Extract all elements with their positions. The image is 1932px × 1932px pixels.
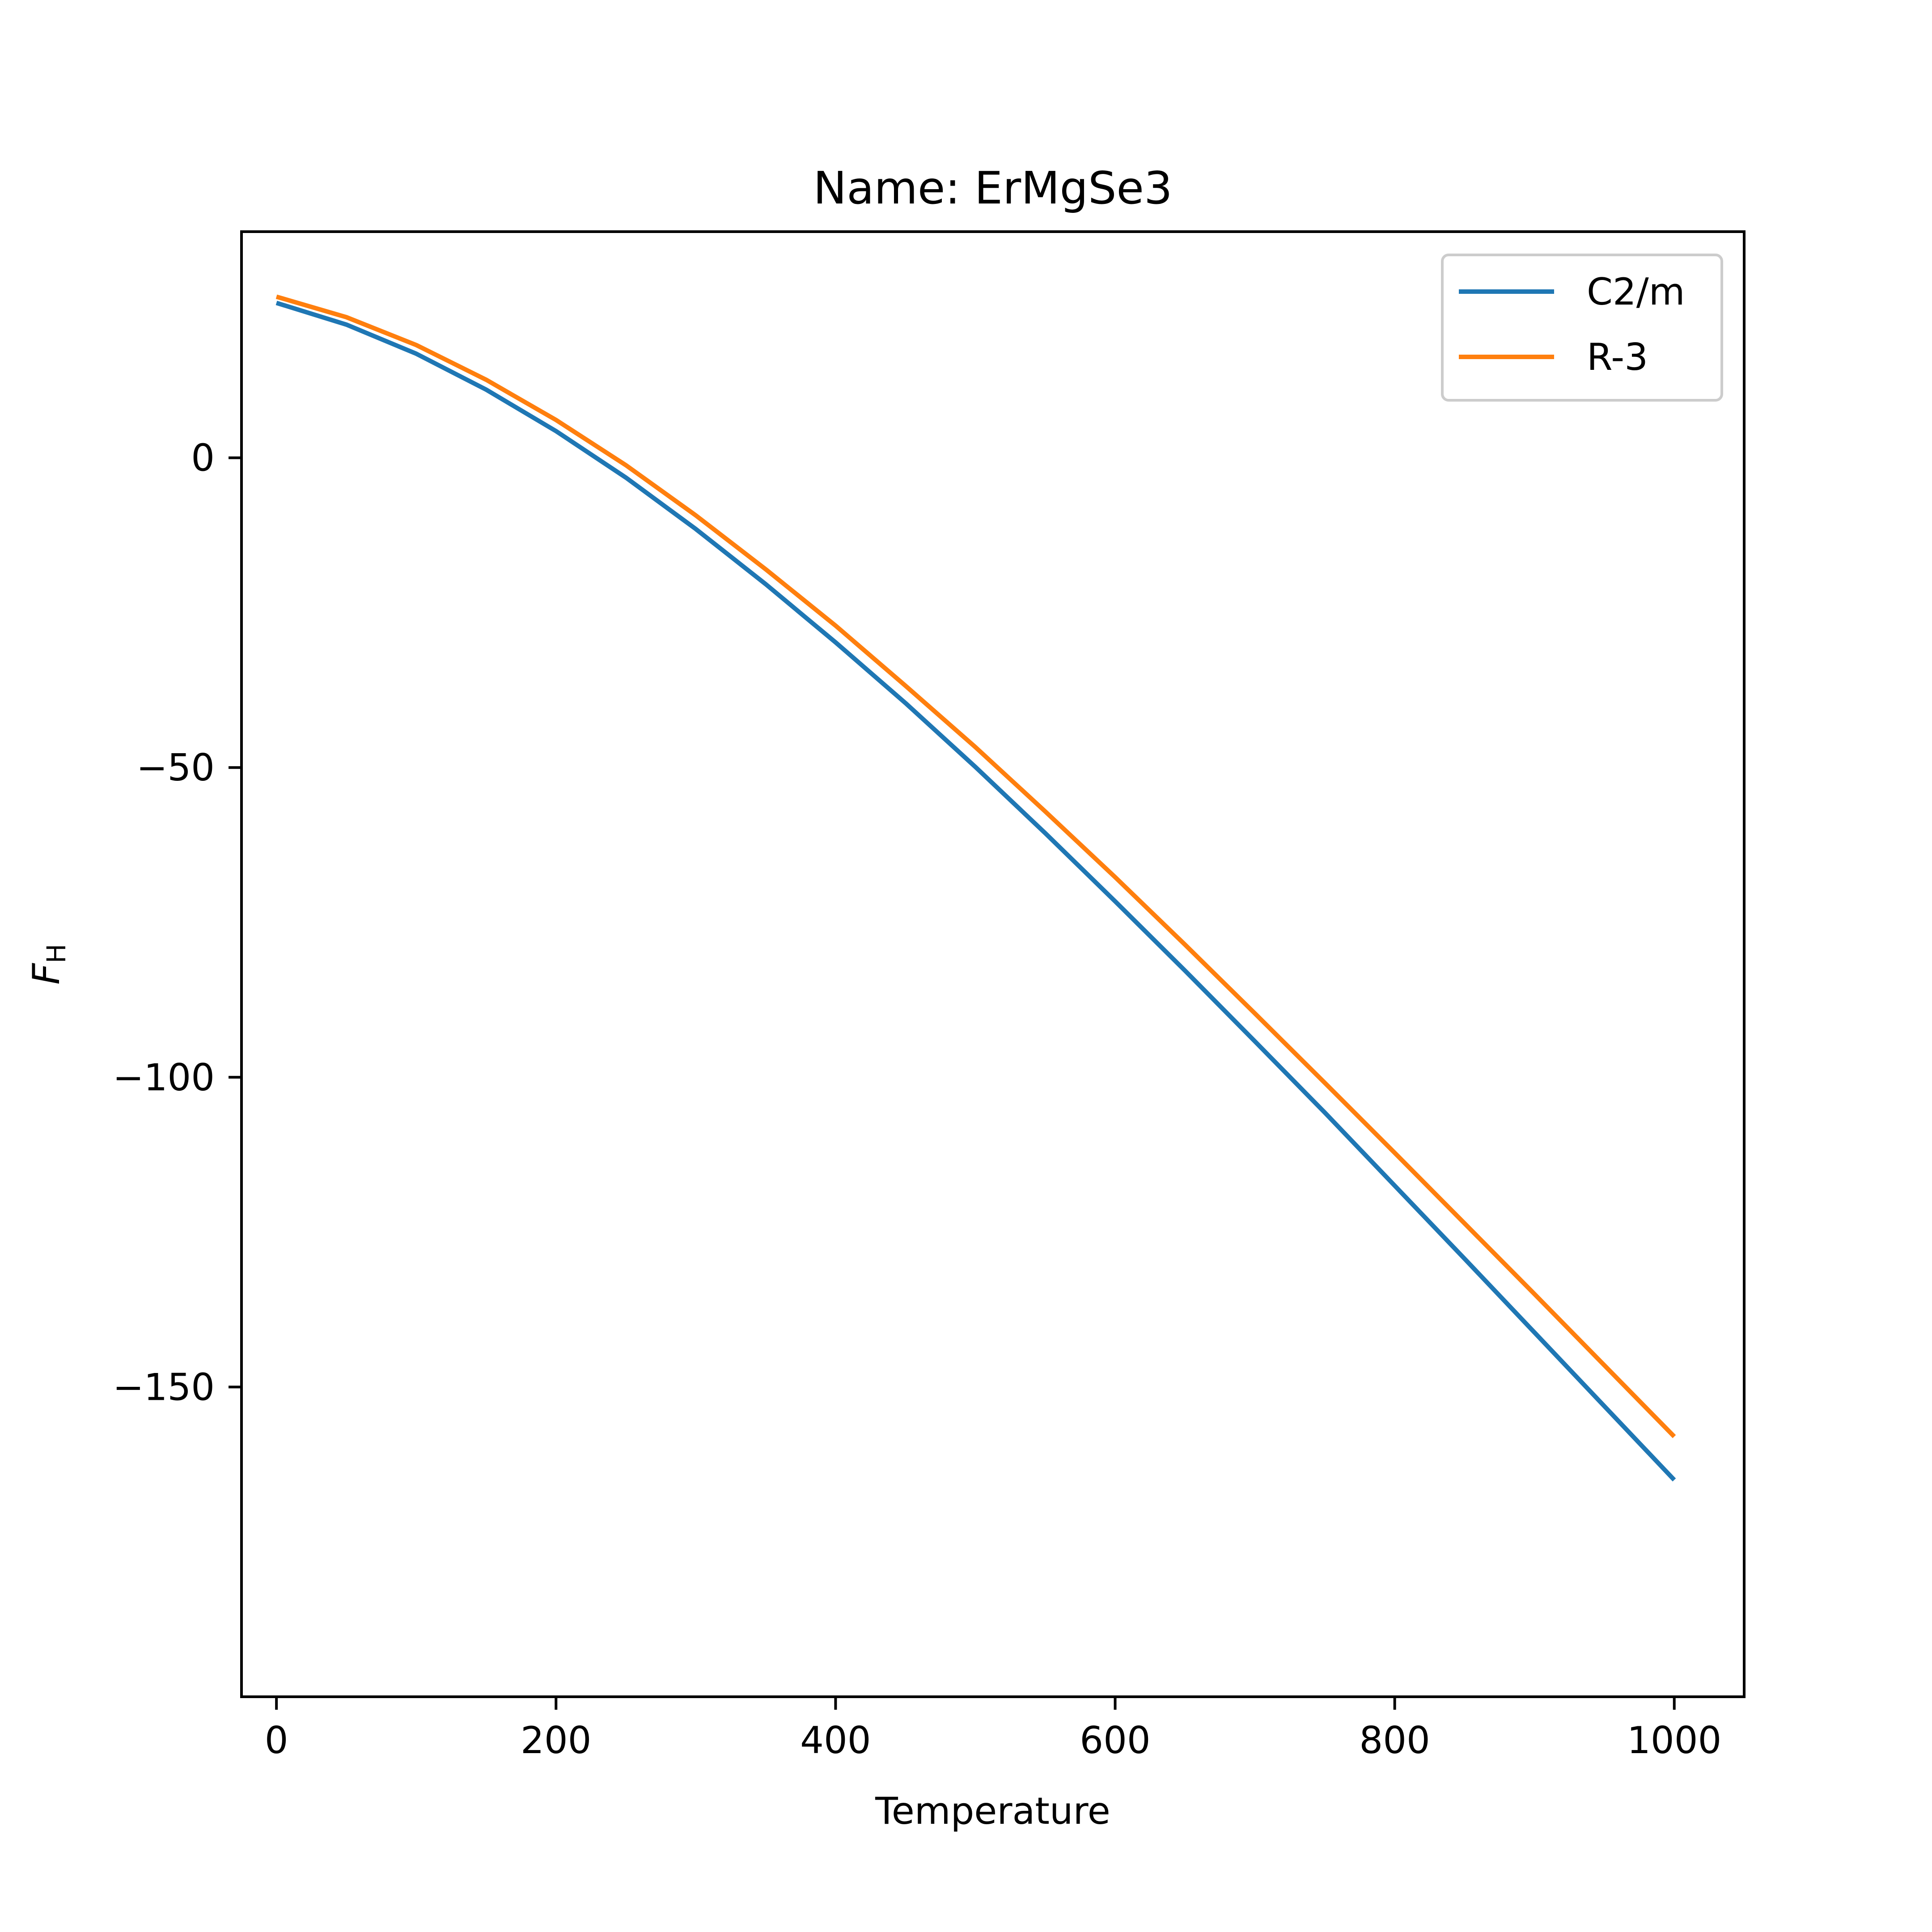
plot-area (240, 230, 1746, 1698)
x-tick-label: 800 (1359, 1719, 1430, 1762)
series-line-c2m (275, 301, 1676, 1482)
y-axis-label-main: F (25, 963, 68, 985)
series-layer (275, 294, 1676, 1482)
x-tick-label: 1000 (1627, 1719, 1721, 1762)
y-tick-label: −50 (136, 746, 215, 789)
legend-label-c2m: C2/m (1587, 270, 1685, 314)
y-tick-label: −150 (113, 1365, 215, 1409)
x-tick-label: 600 (1080, 1719, 1150, 1762)
series-line-r3 (275, 294, 1676, 1438)
x-axis-label: Temperature (875, 1789, 1110, 1833)
legend: C2/m R-3 (1441, 254, 1723, 402)
y-axis-label: FH (25, 944, 72, 984)
axes-frame (240, 230, 1746, 1698)
y-tick-label: 0 (191, 436, 215, 480)
y-tick-label: −100 (113, 1056, 215, 1099)
chart-title: Name: ErMgSe3 (813, 162, 1172, 214)
x-tick-label: 200 (521, 1719, 591, 1762)
legend-label-r3: R-3 (1587, 335, 1648, 379)
axes-background (242, 232, 1744, 1697)
x-tick-label: 0 (265, 1719, 288, 1762)
y-axis: 0 −50 −100 −150 (113, 436, 242, 1409)
x-axis: 0 200 400 600 800 1000 (265, 1697, 1721, 1762)
y-axis-label-subscript: H (41, 944, 72, 963)
x-tick-label: 400 (800, 1719, 871, 1762)
